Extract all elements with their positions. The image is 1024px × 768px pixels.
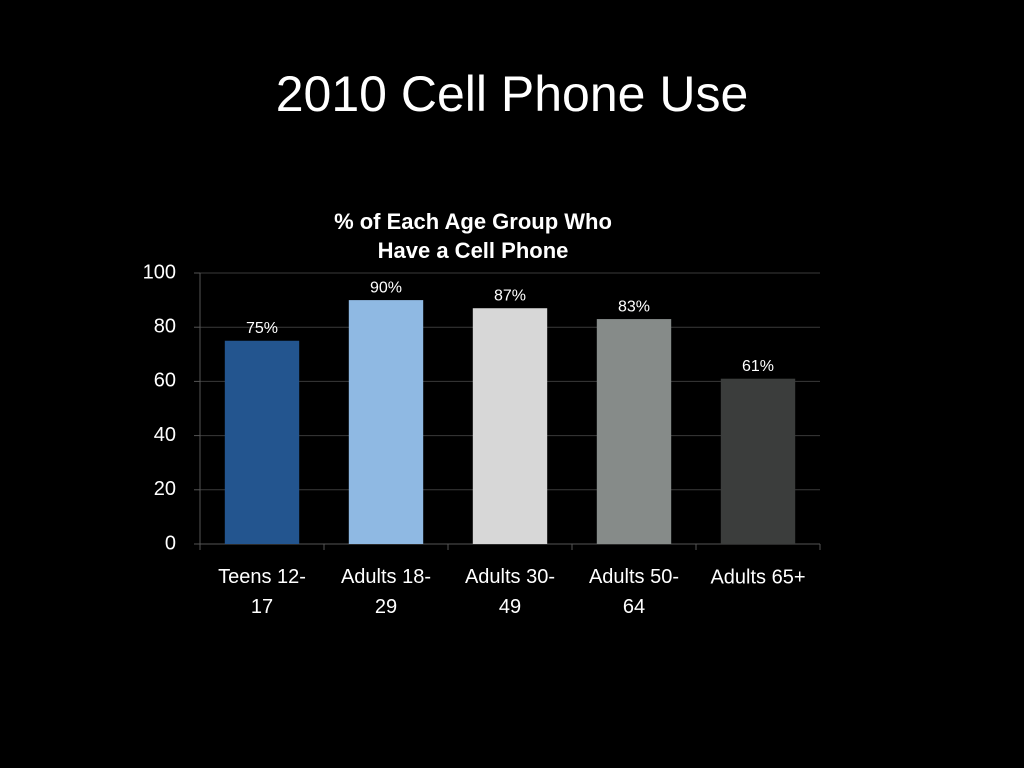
bar <box>596 319 672 544</box>
bar <box>348 300 424 544</box>
y-tick-label: 0 <box>165 532 176 554</box>
slide-title: 2010 Cell Phone Use <box>276 66 749 122</box>
bar <box>472 308 548 544</box>
y-tick-label: 60 <box>154 370 176 392</box>
x-tick-label: Adults 30-49 <box>465 566 555 618</box>
y-tick-label: 80 <box>154 315 176 337</box>
value-label: 61% <box>742 358 774 375</box>
value-label: 87% <box>494 287 526 304</box>
value-label: 90% <box>370 279 402 296</box>
bar <box>720 378 796 544</box>
x-tick-label: Adults 65+ <box>710 566 805 588</box>
value-label: 83% <box>618 298 650 315</box>
x-tick-label: Teens 12-17 <box>218 566 306 618</box>
chart-title: % of Each Age Group Who Have a Cell Phone <box>334 209 612 263</box>
bar <box>224 340 300 544</box>
y-tick-label: 40 <box>154 424 176 446</box>
x-tick-label: Adults 18-29 <box>341 566 431 618</box>
x-tick-label: Adults 50-64 <box>589 566 679 618</box>
value-label: 75% <box>246 320 278 337</box>
y-tick-label: 20 <box>154 478 176 500</box>
y-tick-label: 100 <box>143 261 176 283</box>
